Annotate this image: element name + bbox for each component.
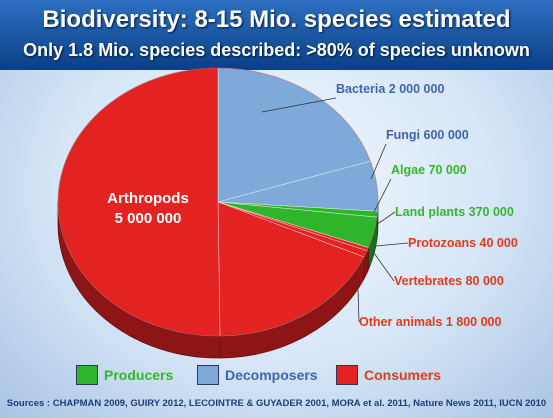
- leader-line-algae: [373, 178, 392, 213]
- slice-other-animals: [217, 201, 365, 337]
- leader-line-protozoans: [375, 242, 409, 247]
- slice-label-protozoans: Protozoans 40 000: [408, 236, 518, 250]
- leader-line-land-plants: [375, 211, 396, 226]
- legend-swatch-decomposers: [197, 365, 219, 385]
- leader-line-other-animals: [357, 289, 360, 323]
- slice-arthropods: [57, 67, 221, 337]
- chart-subtitle: Only 1.8 Mio. species described: >80% of…: [23, 40, 530, 60]
- slice-label-arthropods: Arthropods: [107, 190, 189, 207]
- legend-label-decomposers: Decomposers: [225, 367, 318, 383]
- slice-label-vertebrates: Vertebrates 80 000: [394, 274, 504, 288]
- legend-swatch-consumers: [336, 365, 358, 385]
- slice-bacteria: [217, 67, 371, 203]
- legend-label-consumers: Consumers: [364, 367, 442, 383]
- slice-label-algae: Algae 70 000: [391, 163, 467, 177]
- leader-line-bacteria: [261, 97, 337, 113]
- slice-label-other-animals: Other animals 1 800 000: [359, 315, 501, 329]
- slice-label-land-plants: Land plants 370 000: [395, 205, 514, 219]
- leader-line-fungi: [370, 143, 387, 180]
- sources-note: Sources : CHAPMAN 2009, GUIRY 2012, LECO…: [6, 398, 547, 409]
- legend-swatch-producers: [76, 365, 98, 385]
- chart-title: Biodiversity: 8-15 Mio. species estimate…: [42, 6, 511, 33]
- legend: Producers Decomposers Consumers: [0, 362, 553, 390]
- title-banner: Biodiversity: 8-15 Mio. species estimate…: [0, 0, 553, 70]
- slice-label-fungi: Fungi 600 000: [386, 128, 469, 142]
- pie-rim: [57, 67, 379, 337]
- slice-value-arthropods: 5 000 000: [115, 210, 182, 227]
- leader-line-vertebrates: [373, 252, 395, 282]
- slice-label-bacteria: Bacteria 2 000 000: [336, 82, 444, 96]
- legend-label-producers: Producers: [104, 367, 174, 383]
